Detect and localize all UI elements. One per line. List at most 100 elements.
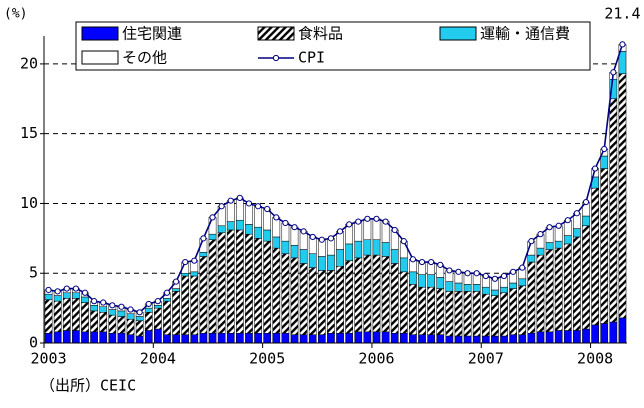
line-point bbox=[500, 272, 508, 280]
source-note: （出所）CEIC bbox=[40, 377, 136, 395]
bar-segment bbox=[217, 232, 226, 334]
line-point bbox=[127, 306, 134, 313]
bar-segment bbox=[135, 320, 144, 337]
bar-segment bbox=[308, 253, 317, 268]
x-tick-label: 2008 bbox=[577, 350, 613, 368]
bar-segment bbox=[236, 219, 244, 231]
bar-segment bbox=[573, 228, 581, 238]
line-point bbox=[364, 215, 371, 222]
bar-segment bbox=[172, 291, 180, 335]
bar-segment bbox=[135, 335, 144, 344]
bar-segment bbox=[81, 296, 89, 303]
bar-segment bbox=[381, 331, 390, 344]
bar-segment bbox=[172, 288, 180, 292]
line-point bbox=[455, 268, 462, 275]
bar-segment bbox=[81, 302, 89, 333]
bar-segment bbox=[208, 239, 217, 334]
bar-segment bbox=[472, 335, 481, 344]
bar-segment bbox=[618, 51, 627, 74]
line-point bbox=[72, 285, 79, 292]
bar-segment bbox=[582, 215, 590, 227]
bar-segment bbox=[163, 334, 171, 344]
bar-segment bbox=[81, 331, 89, 344]
y-tick-label: 5 bbox=[29, 264, 38, 282]
bar-segment bbox=[108, 314, 117, 334]
bar-segment bbox=[381, 256, 390, 333]
line-point bbox=[610, 69, 617, 76]
y-tick-label: 15 bbox=[20, 124, 38, 142]
line-point bbox=[100, 299, 107, 306]
bar-segment bbox=[254, 238, 262, 334]
bar-segment bbox=[500, 292, 508, 337]
bar-segment bbox=[545, 331, 554, 344]
bar-segment bbox=[163, 300, 171, 335]
line-point bbox=[154, 298, 161, 305]
bar-segment bbox=[536, 247, 545, 256]
bar-segment bbox=[126, 313, 135, 320]
bar-segment bbox=[454, 335, 463, 344]
bar-segment bbox=[591, 187, 599, 326]
bar-segment bbox=[117, 310, 126, 317]
bar-segment bbox=[154, 305, 162, 309]
bar-segment bbox=[117, 316, 126, 334]
bar-segment bbox=[463, 335, 472, 344]
line-point bbox=[437, 261, 444, 268]
bar-segment bbox=[53, 331, 62, 344]
bar-segment bbox=[527, 261, 536, 334]
bar-segment bbox=[72, 298, 80, 331]
bar-segment bbox=[254, 226, 262, 239]
bar-segment bbox=[317, 334, 326, 344]
bar-segment bbox=[463, 284, 472, 292]
line-point bbox=[382, 218, 389, 225]
y-tick-label: 0 bbox=[29, 334, 38, 352]
bar-segment bbox=[445, 281, 454, 292]
bar-segment bbox=[72, 330, 80, 344]
bar-segment bbox=[90, 310, 98, 333]
legend-swatch bbox=[257, 26, 295, 41]
bar-segment bbox=[299, 263, 308, 335]
bar-segment bbox=[327, 270, 335, 334]
bar-segment bbox=[345, 260, 354, 334]
line-point bbox=[118, 303, 125, 310]
line-point bbox=[91, 298, 98, 305]
line-point bbox=[282, 219, 289, 227]
bar-segment bbox=[199, 256, 208, 334]
bar-segment bbox=[144, 330, 153, 344]
bar-segment bbox=[363, 239, 372, 256]
bar-segment bbox=[190, 275, 199, 335]
line-point bbox=[619, 41, 626, 48]
bar-segment bbox=[427, 286, 435, 335]
bar-segment bbox=[345, 243, 354, 261]
line-point bbox=[136, 309, 143, 316]
bar-segment bbox=[281, 332, 290, 344]
bar-segment bbox=[336, 332, 344, 344]
bar-segment bbox=[226, 221, 235, 231]
bar-segment bbox=[436, 334, 445, 344]
bar-segment bbox=[372, 254, 381, 333]
bar-segment bbox=[245, 332, 253, 344]
bar-segment bbox=[299, 249, 308, 264]
bar-segment bbox=[272, 236, 281, 249]
bar-segment bbox=[354, 240, 363, 259]
bar-segment bbox=[454, 291, 463, 337]
x-tick-label: 2003 bbox=[30, 350, 66, 368]
bar-segment bbox=[554, 330, 563, 344]
bar-segment bbox=[500, 335, 508, 344]
line-point bbox=[537, 231, 544, 238]
bar-segment bbox=[573, 236, 581, 331]
bar-segment bbox=[199, 332, 208, 344]
line-point bbox=[291, 224, 298, 231]
bar-segment bbox=[363, 331, 372, 344]
bar-segment bbox=[427, 334, 435, 344]
bar-segment bbox=[545, 242, 554, 250]
line-point bbox=[273, 214, 280, 221]
bar-segment bbox=[409, 334, 417, 344]
bar-segment bbox=[281, 253, 290, 334]
line-point bbox=[546, 224, 553, 231]
y-tick-label: 10 bbox=[20, 194, 38, 212]
bar-segment bbox=[308, 334, 317, 344]
bar-segment bbox=[199, 252, 208, 257]
bar-segment bbox=[254, 332, 262, 344]
bar-segment bbox=[600, 155, 609, 169]
